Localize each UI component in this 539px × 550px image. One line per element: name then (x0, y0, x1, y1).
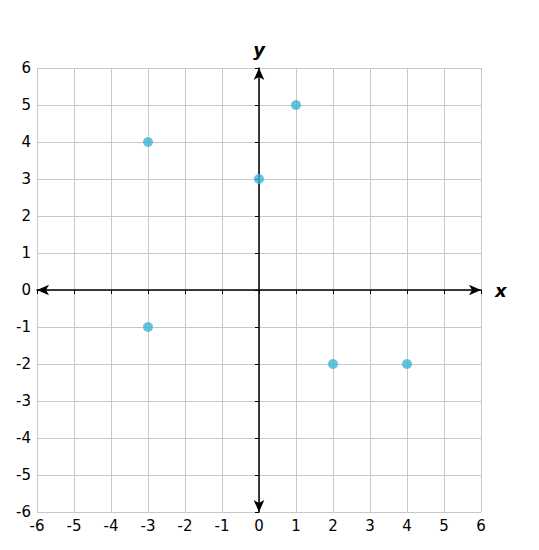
svg-text:-1: -1 (215, 517, 230, 535)
svg-text:y: y (253, 39, 266, 60)
svg-text:2: 2 (21, 207, 31, 225)
svg-text:1: 1 (21, 244, 31, 262)
svg-text:-3: -3 (16, 392, 31, 410)
svg-text:-6: -6 (16, 503, 31, 521)
svg-text:-2: -2 (178, 517, 193, 535)
svg-text:-5: -5 (67, 517, 82, 535)
svg-text:3: 3 (365, 517, 375, 535)
svg-text:4: 4 (402, 517, 412, 535)
svg-text:3: 3 (21, 170, 31, 188)
svg-text:-3: -3 (141, 517, 156, 535)
svg-text:2: 2 (328, 517, 338, 535)
svg-text:6: 6 (476, 517, 486, 535)
svg-text:-2: -2 (16, 355, 31, 373)
svg-text:-4: -4 (104, 517, 119, 535)
svg-text:-1: -1 (16, 318, 31, 336)
svg-text:0: 0 (21, 281, 31, 299)
svg-text:4: 4 (21, 133, 31, 151)
svg-text:x: x (494, 280, 508, 301)
svg-text:-6: -6 (30, 517, 45, 535)
svg-text:0: 0 (254, 517, 264, 535)
svg-text:5: 5 (439, 517, 449, 535)
svg-text:-5: -5 (16, 466, 31, 484)
svg-text:5: 5 (21, 96, 31, 114)
svg-text:1: 1 (291, 517, 301, 535)
svg-text:6: 6 (21, 59, 31, 77)
svg-text:-4: -4 (16, 429, 31, 447)
